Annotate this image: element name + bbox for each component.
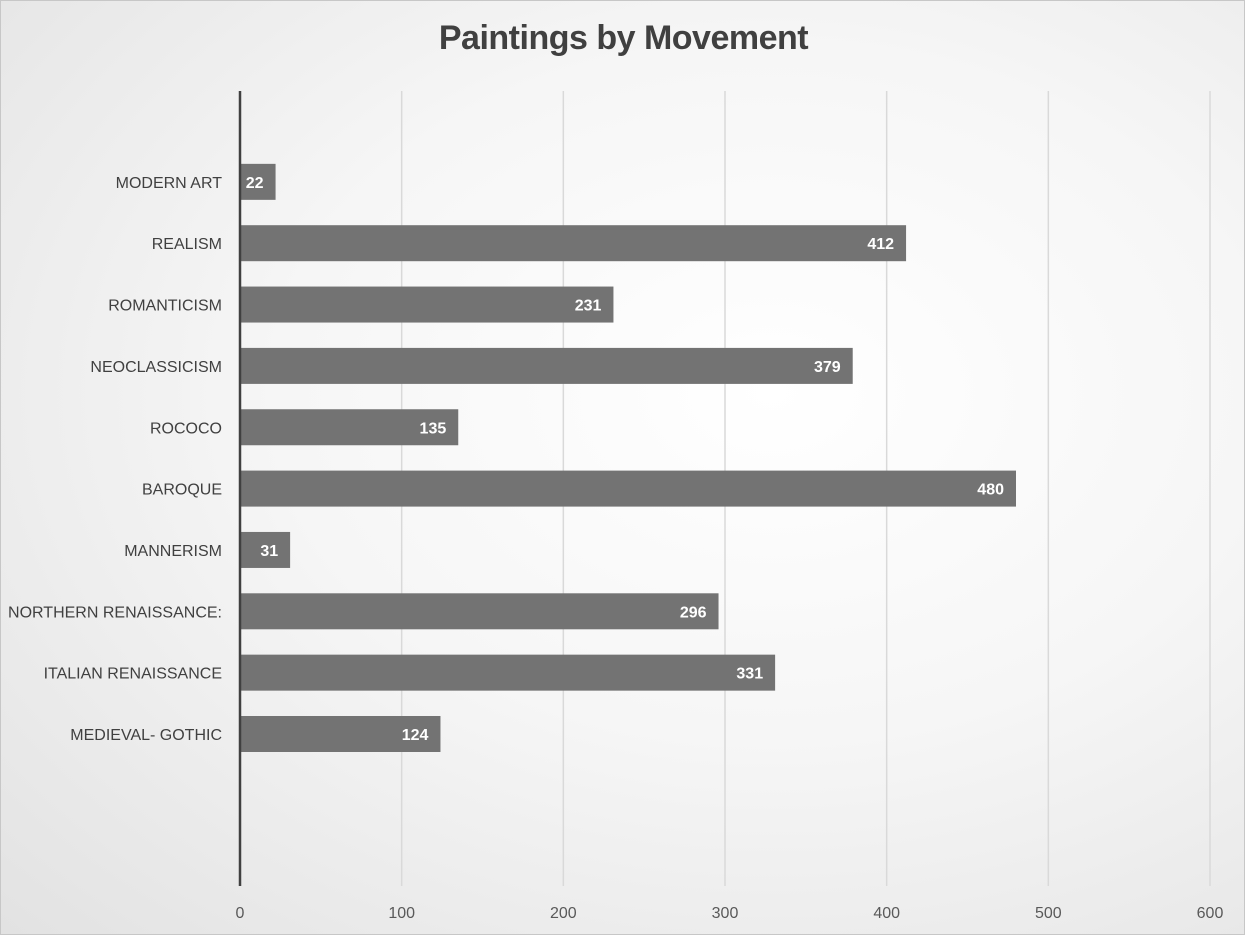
data-label: 22 — [246, 175, 264, 192]
data-label: 231 — [575, 298, 602, 315]
data-label: 124 — [402, 727, 429, 744]
category-label: MODERN ART — [116, 175, 223, 192]
category-label: ROCOCO — [150, 420, 222, 437]
bar — [240, 225, 907, 262]
bar — [240, 163, 276, 200]
bar — [240, 654, 776, 691]
data-label: 135 — [420, 420, 447, 437]
data-label: 31 — [260, 543, 278, 560]
x-tick-label: 100 — [388, 905, 415, 922]
bar — [240, 409, 459, 446]
category-label: REALISM — [152, 236, 222, 253]
data-label: 480 — [977, 482, 1004, 499]
category-label: ITALIAN RENAISSANCE — [44, 666, 222, 683]
x-tick-label: 500 — [1035, 905, 1062, 922]
x-tick-label: 600 — [1197, 905, 1224, 922]
bar — [240, 286, 614, 323]
x-tick-label: 0 — [236, 905, 245, 922]
bar — [240, 347, 853, 384]
x-tick-label: 300 — [712, 905, 739, 922]
data-label: 412 — [867, 236, 894, 253]
bar — [240, 593, 719, 630]
category-label: ROMANTICISM — [108, 298, 222, 315]
chart-title: Paintings by Movement — [438, 19, 809, 57]
category-label: NORTHERN RENAISSANCE: — [8, 604, 222, 621]
bar — [240, 716, 441, 752]
category-label: NEOCLASSICISM — [90, 359, 222, 376]
x-tick-label: 400 — [873, 905, 900, 922]
data-label: 296 — [680, 604, 707, 621]
category-label: MEDIEVAL- GOTHIC — [70, 727, 222, 744]
x-tick-label: 200 — [550, 905, 577, 922]
category-label: BAROQUE — [142, 482, 222, 499]
data-label: 379 — [814, 359, 841, 376]
bar — [240, 470, 1016, 507]
bar — [240, 531, 291, 568]
data-label: 331 — [736, 666, 763, 683]
category-label: MANNERISM — [124, 543, 222, 560]
